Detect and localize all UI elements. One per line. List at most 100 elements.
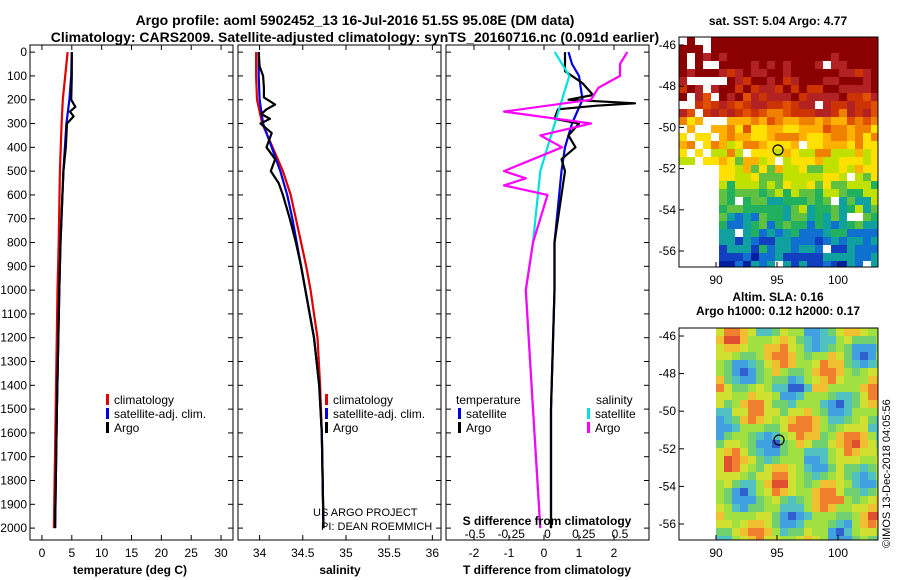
sla-cell bbox=[852, 368, 860, 376]
sst-cell bbox=[751, 197, 759, 205]
sst-cell bbox=[839, 45, 847, 53]
sla-cell bbox=[868, 472, 876, 480]
sla-cell bbox=[828, 416, 836, 424]
sst-cell bbox=[719, 157, 727, 165]
sst-cell bbox=[687, 109, 695, 117]
sst-cell bbox=[727, 53, 735, 61]
sst-cell bbox=[871, 205, 878, 213]
sst-cell bbox=[719, 221, 727, 229]
sla-cell bbox=[876, 472, 878, 480]
sla-cell bbox=[740, 464, 748, 472]
sst-cell bbox=[791, 261, 799, 267]
sst-cell bbox=[863, 157, 871, 165]
sla-cell bbox=[820, 352, 828, 360]
sla-cell bbox=[836, 472, 844, 480]
sla-cell bbox=[812, 512, 820, 520]
sla-cell bbox=[788, 416, 796, 424]
sst-cell bbox=[807, 157, 815, 165]
sla-cell bbox=[812, 472, 820, 480]
sla-cell bbox=[868, 368, 876, 376]
sla-cell bbox=[852, 328, 860, 336]
sst-cell bbox=[735, 205, 743, 213]
sla-cell bbox=[876, 456, 878, 464]
sst-cell bbox=[791, 173, 799, 181]
temperature-xticks: 0 5 10 15 20 25 30 bbox=[39, 45, 228, 560]
sst-cell bbox=[743, 125, 751, 133]
sla-cell bbox=[836, 416, 844, 424]
sla-cell bbox=[748, 408, 756, 416]
sst-cell bbox=[719, 261, 727, 267]
sst-cell bbox=[775, 245, 783, 253]
sla-cell bbox=[772, 456, 780, 464]
sst-cell bbox=[871, 165, 878, 173]
sla-cell bbox=[796, 432, 804, 440]
sst-cell bbox=[839, 157, 847, 165]
sla-cell bbox=[756, 408, 764, 416]
sst-cell bbox=[855, 93, 863, 101]
sst-cell bbox=[855, 245, 863, 253]
sst-cell bbox=[775, 125, 783, 133]
sst-cell bbox=[735, 173, 743, 181]
s-tick-label: -0.25 bbox=[498, 527, 526, 541]
sst-map-ticks: 90 95 100 -46 -48 -50 -52 -54 -56 bbox=[659, 38, 849, 287]
sla-cell bbox=[828, 456, 836, 464]
sst-cell bbox=[711, 37, 719, 45]
sla-cell bbox=[844, 536, 852, 540]
sla-cell bbox=[780, 504, 788, 512]
sla-cell bbox=[876, 520, 878, 528]
sla-cell bbox=[772, 488, 780, 496]
salinity-yticks bbox=[238, 51, 441, 529]
sst-cell bbox=[735, 101, 743, 109]
sla-cell bbox=[796, 448, 804, 456]
sst-cell bbox=[855, 237, 863, 245]
sst-cell bbox=[679, 69, 687, 77]
sla-cell bbox=[772, 384, 780, 392]
sst-cell bbox=[863, 93, 871, 101]
sst-cell bbox=[743, 221, 751, 229]
sla-cell bbox=[796, 496, 804, 504]
sla-cell bbox=[732, 480, 740, 488]
x-tick-label: 34 bbox=[253, 546, 267, 560]
sst-cell bbox=[759, 221, 767, 229]
sla-cell bbox=[860, 528, 868, 536]
sla-cell bbox=[724, 448, 732, 456]
sst-cell bbox=[783, 125, 791, 133]
sst-cell bbox=[751, 189, 759, 197]
sla-cell bbox=[804, 448, 812, 456]
sst-cell bbox=[727, 157, 735, 165]
sst-cell bbox=[847, 61, 855, 69]
sst-cell bbox=[751, 221, 759, 229]
depth-tick-label: 400 bbox=[7, 140, 27, 154]
sla-cell bbox=[724, 424, 732, 432]
sst-cell bbox=[823, 77, 831, 85]
sla-cell bbox=[860, 496, 868, 504]
sla-cell bbox=[788, 520, 796, 528]
sla-cell bbox=[876, 368, 878, 376]
sla-cell bbox=[780, 464, 788, 472]
sla-cell bbox=[868, 512, 876, 520]
sla-cell bbox=[812, 480, 820, 488]
sla-cell bbox=[796, 416, 804, 424]
sst-cell bbox=[799, 189, 807, 197]
difference-yticks bbox=[446, 51, 649, 529]
sst-cell bbox=[807, 189, 815, 197]
sst-cell bbox=[719, 213, 727, 221]
sst-cell bbox=[751, 173, 759, 181]
sla-cell bbox=[748, 400, 756, 408]
sla-cell bbox=[780, 400, 788, 408]
map-y-tick-label: -48 bbox=[659, 79, 677, 93]
sla-cell bbox=[828, 352, 836, 360]
sla-cell bbox=[836, 496, 844, 504]
sla-cell bbox=[844, 432, 852, 440]
sla-cell bbox=[812, 344, 820, 352]
sst-cell bbox=[759, 253, 767, 261]
sla-cell bbox=[764, 376, 772, 384]
sla-cell bbox=[860, 440, 868, 448]
sst-cell bbox=[767, 109, 775, 117]
sst-cell bbox=[775, 77, 783, 85]
sst-cell bbox=[799, 45, 807, 53]
sst-cell bbox=[863, 117, 871, 125]
sst-cell bbox=[703, 53, 711, 61]
sla-cell bbox=[828, 432, 836, 440]
